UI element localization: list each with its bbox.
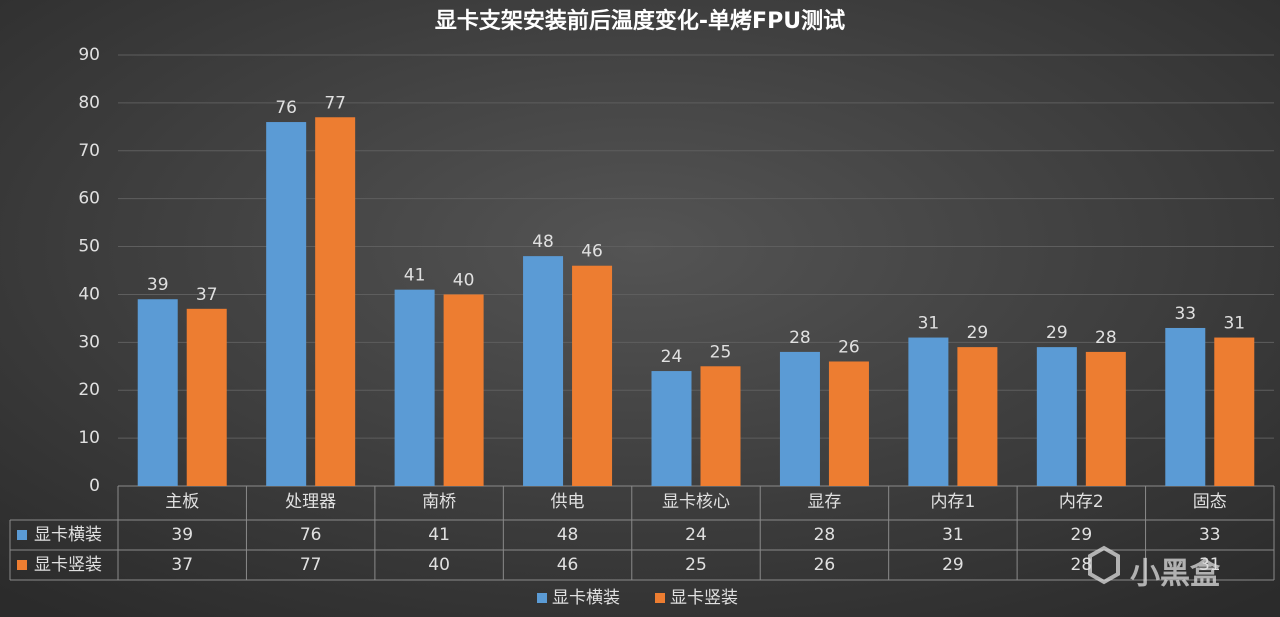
x-tick-label: 内存1 — [930, 492, 975, 512]
table-value: 37 — [171, 555, 193, 575]
data-label: 37 — [196, 285, 218, 305]
table-value: 33 — [1199, 525, 1221, 545]
data-label: 29 — [1046, 323, 1068, 343]
y-tick-label: 30 — [78, 332, 100, 352]
table-series-name: 显卡横装 — [34, 525, 102, 545]
table-value: 28 — [1071, 555, 1093, 575]
data-label: 41 — [404, 266, 426, 286]
table-value: 40 — [428, 555, 450, 575]
y-tick-label: 70 — [78, 141, 100, 161]
data-label: 39 — [147, 275, 169, 295]
legend-label: 显卡横装 — [552, 588, 620, 608]
y-tick-label: 80 — [78, 93, 100, 113]
bar — [572, 265, 613, 486]
data-label: 26 — [838, 337, 860, 357]
table-value: 25 — [685, 555, 707, 575]
y-tick-label: 50 — [78, 237, 100, 257]
data-label: 24 — [661, 347, 683, 367]
data-label: 28 — [1095, 328, 1117, 348]
table-value: 29 — [942, 555, 964, 575]
table-value: 31 — [1199, 555, 1221, 575]
table-value: 29 — [1071, 525, 1093, 545]
bar — [1085, 351, 1126, 486]
bar — [700, 366, 741, 486]
table-value: 24 — [685, 525, 707, 545]
watermark-logo — [1088, 545, 1120, 585]
bar — [186, 308, 227, 486]
table-value: 31 — [942, 525, 964, 545]
bar — [315, 117, 356, 486]
table-value: 41 — [428, 525, 450, 545]
table-value: 28 — [814, 525, 836, 545]
data-label: 31 — [1223, 314, 1245, 334]
y-tick-label: 60 — [78, 189, 100, 209]
bar — [523, 256, 564, 486]
data-label: 46 — [581, 242, 603, 262]
data-label: 25 — [710, 342, 732, 362]
data-label: 76 — [275, 98, 297, 118]
bar — [908, 337, 949, 486]
legend-label: 显卡竖装 — [670, 588, 738, 608]
table-value: 76 — [300, 525, 322, 545]
table-value: 48 — [557, 525, 579, 545]
table-value: 39 — [171, 525, 193, 545]
x-tick-label: 南桥 — [422, 492, 456, 512]
data-label: 77 — [324, 93, 346, 113]
table-legend-key — [17, 560, 27, 570]
bar — [1165, 327, 1206, 486]
bar — [779, 351, 820, 486]
bar — [137, 299, 178, 486]
x-tick-label: 显卡核心 — [662, 492, 730, 512]
bar — [828, 361, 869, 486]
y-tick-label: 10 — [78, 428, 100, 448]
x-tick-label: 显存 — [807, 492, 841, 512]
x-tick-label: 主板 — [165, 492, 199, 512]
legend-key — [655, 593, 665, 603]
bar — [266, 122, 307, 487]
data-label: 28 — [789, 328, 811, 348]
data-label: 40 — [453, 270, 475, 290]
data-label: 29 — [967, 323, 989, 343]
table-series-name: 显卡竖装 — [34, 555, 102, 575]
table-value: 46 — [557, 555, 579, 575]
data-label: 31 — [918, 314, 940, 334]
x-tick-label: 供电 — [551, 492, 585, 512]
x-tick-label: 内存2 — [1059, 492, 1104, 512]
data-label: 48 — [532, 232, 554, 252]
x-tick-label: 处理器 — [285, 492, 336, 512]
data-label: 33 — [1174, 304, 1196, 324]
y-tick-label: 90 — [78, 45, 100, 65]
y-tick-label: 20 — [78, 380, 100, 400]
watermark: 小黑盒 — [1130, 557, 1221, 592]
chart-title: 显卡支架安装前后温度变化-单烤FPU测试 — [435, 8, 845, 34]
bar — [651, 371, 692, 486]
legend-key — [537, 593, 547, 603]
y-tick-label: 0 — [89, 476, 100, 496]
y-tick-label: 40 — [78, 284, 100, 304]
bar — [1214, 337, 1255, 486]
table-value: 26 — [814, 555, 836, 575]
bar — [394, 289, 435, 486]
bar — [443, 294, 484, 486]
x-tick-label: 固态 — [1193, 492, 1227, 512]
bar — [957, 347, 998, 486]
table-legend-key — [17, 530, 27, 540]
bar — [1036, 347, 1077, 486]
table-value: 77 — [300, 555, 322, 575]
